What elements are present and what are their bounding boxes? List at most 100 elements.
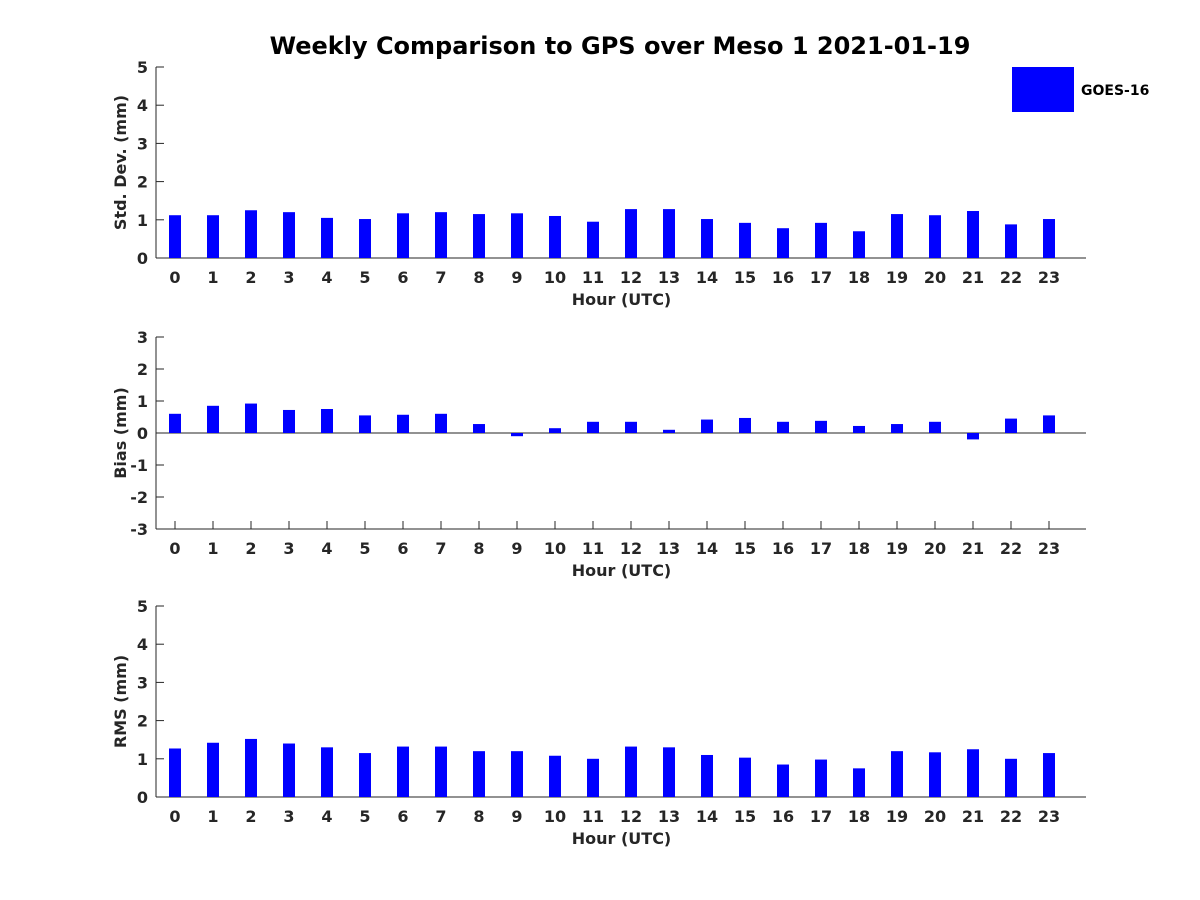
x-tick-label: 13 [658, 539, 680, 558]
y-tick-label: 1 [137, 211, 148, 230]
chart-title: Weekly Comparison to GPS over Meso 1 202… [270, 32, 971, 60]
bar-rms-hour-0 [169, 748, 181, 797]
x-tick-label: 12 [620, 268, 642, 287]
y-tick-label: 5 [137, 597, 148, 616]
x-tick-label: 19 [886, 807, 908, 826]
bar-std-hour-14 [701, 219, 713, 258]
y-tick-label: -1 [130, 456, 148, 475]
bar-rms-hour-19 [891, 751, 903, 797]
x-tick-label: 6 [397, 539, 408, 558]
x-tick-label: 6 [397, 807, 408, 826]
y-tick-label: 2 [137, 360, 148, 379]
bar-std-hour-19 [891, 214, 903, 258]
bar-bias-hour-1 [207, 405, 219, 433]
x-tick-label: 5 [359, 268, 370, 287]
x-tick-label: 17 [810, 539, 832, 558]
bar-rms-hour-9 [511, 751, 523, 797]
y-tick-label: 2 [137, 712, 148, 731]
x-tick-label: 8 [473, 807, 484, 826]
y-tick-label: 1 [137, 750, 148, 769]
x-tick-label: 13 [658, 268, 680, 287]
x-tick-label: 23 [1038, 268, 1060, 287]
bar-bias-hour-2 [245, 403, 257, 433]
bar-rms-hour-3 [283, 743, 295, 797]
bar-rms-hour-16 [777, 764, 789, 797]
x-tick-label: 10 [544, 268, 566, 287]
x-tick-label: 23 [1038, 807, 1060, 826]
bar-rms-hour-12 [625, 746, 637, 797]
y-tick-label: 3 [137, 134, 148, 153]
bar-rms-hour-23 [1043, 753, 1055, 797]
y-tick-label: 0 [137, 788, 148, 807]
x-tick-label: 16 [772, 807, 794, 826]
x-tick-label: 4 [321, 807, 332, 826]
x-tick-label: 23 [1038, 539, 1060, 558]
x-tick-label: 4 [321, 268, 332, 287]
x-tick-label: 7 [435, 268, 446, 287]
bar-std-hour-13 [663, 209, 675, 258]
x-tick-label: 0 [169, 807, 180, 826]
x-tick-label: 16 [772, 539, 794, 558]
bar-rms-hour-11 [587, 758, 599, 797]
x-tick-label: 13 [658, 807, 680, 826]
x-tick-label: 19 [886, 268, 908, 287]
x-tick-label: 22 [1000, 268, 1022, 287]
bar-rms-hour-4 [321, 747, 333, 797]
bar-bias-hour-22 [1005, 418, 1017, 433]
bar-rms-hour-1 [207, 742, 219, 797]
x-tick-label: 9 [511, 268, 522, 287]
bar-std-hour-23 [1043, 219, 1055, 258]
bar-std-hour-21 [967, 211, 979, 258]
bar-bias-hour-10 [549, 428, 561, 433]
x-tick-label: 11 [582, 807, 604, 826]
x-tick-label: 18 [848, 539, 870, 558]
bar-std-hour-1 [207, 215, 219, 258]
bar-bias-hour-7 [435, 413, 447, 433]
bar-bias-hour-12 [625, 421, 637, 433]
bar-std-hour-6 [397, 213, 409, 258]
x-tick-label: 9 [511, 539, 522, 558]
bar-bias-hour-9 [511, 433, 523, 437]
bar-rms-hour-7 [435, 746, 447, 797]
x-tick-label: 17 [810, 807, 832, 826]
legend-swatch [1012, 67, 1074, 112]
bar-bias-hour-19 [891, 424, 903, 433]
x-tick-label: 12 [620, 539, 642, 558]
bar-std-hour-5 [359, 219, 371, 258]
y-axis-label-rms: RMS (mm) [111, 655, 130, 748]
x-tick-label: 11 [582, 539, 604, 558]
bar-std-hour-4 [321, 217, 333, 258]
bar-bias-hour-16 [777, 421, 789, 433]
bar-std-hour-15 [739, 222, 751, 258]
x-tick-label: 20 [924, 807, 946, 826]
bar-bias-hour-4 [321, 409, 333, 433]
x-tick-label: 12 [620, 807, 642, 826]
bar-bias-hour-17 [815, 420, 827, 433]
x-axis-label-bias: Hour (UTC) [572, 561, 672, 580]
y-tick-label: 3 [137, 673, 148, 692]
bar-std-hour-16 [777, 228, 789, 258]
bar-bias-hour-11 [587, 421, 599, 433]
x-tick-label: 16 [772, 268, 794, 287]
bar-bias-hour-15 [739, 417, 751, 433]
x-tick-label: 5 [359, 539, 370, 558]
bar-std-hour-7 [435, 212, 447, 258]
x-tick-label: 8 [473, 268, 484, 287]
bar-rms-hour-5 [359, 753, 371, 797]
bar-rms-hour-17 [815, 759, 827, 797]
x-tick-label: 21 [962, 807, 984, 826]
x-tick-label: 2 [245, 539, 256, 558]
y-tick-label: -3 [130, 520, 148, 539]
y-tick-label: 4 [137, 96, 148, 115]
x-tick-label: 15 [734, 268, 756, 287]
x-tick-label: 15 [734, 807, 756, 826]
x-axis-label-std-dev: Hour (UTC) [572, 290, 672, 309]
bar-rms-hour-14 [701, 754, 713, 797]
x-tick-label: 20 [924, 539, 946, 558]
bar-std-hour-12 [625, 209, 637, 258]
x-tick-label: 0 [169, 539, 180, 558]
y-tick-label: 0 [137, 249, 148, 268]
bar-std-hour-18 [853, 231, 865, 258]
